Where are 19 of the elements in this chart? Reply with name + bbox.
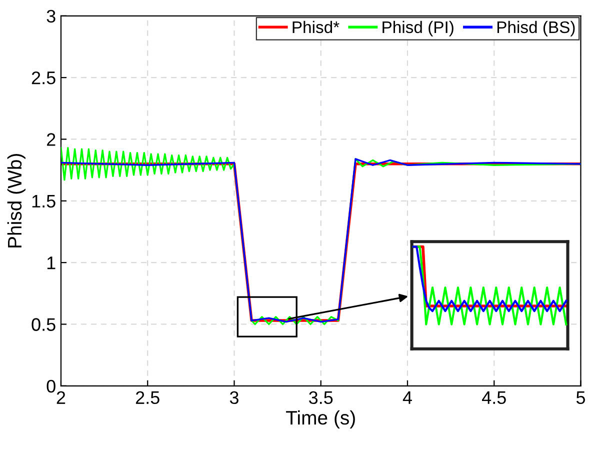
y-tick-label: 1.5 <box>32 195 56 208</box>
x-tick-label: 3.5 <box>309 391 333 404</box>
y-tick-label: 1 <box>47 256 56 270</box>
y-tick-label: 0 <box>46 380 56 393</box>
legend-label: Phisd (PI) <box>382 20 454 36</box>
x-tick-label: 3 <box>230 391 238 404</box>
x-tick-label: 4 <box>402 391 412 404</box>
x-tick-label: 2.5 <box>136 391 160 404</box>
y-tick-label: 2 <box>46 133 56 146</box>
x-tick-label: 2 <box>56 391 66 404</box>
legend-label: Phisd (BS) <box>497 20 575 36</box>
legend-label: Phisd* <box>292 20 340 34</box>
y-tick-label: 3 <box>46 10 56 23</box>
x-tick-label: 4.5 <box>482 391 506 404</box>
y-tick-label: 0.5 <box>32 318 56 331</box>
y-axis-title: Phisd (Wb) <box>7 154 26 248</box>
x-axis-title: Time (s) <box>286 410 355 428</box>
x-tick-label: 5 <box>576 391 586 404</box>
y-tick-label: 2.5 <box>32 71 56 84</box>
